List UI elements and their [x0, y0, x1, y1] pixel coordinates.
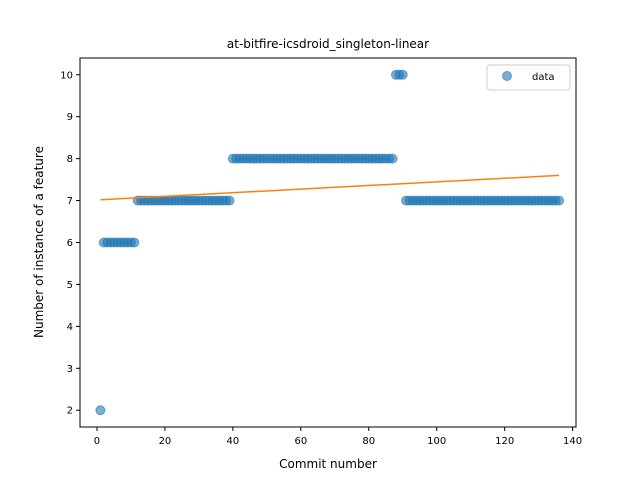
x-axis-label: Commit number: [279, 457, 377, 471]
chart-title: at-bitfire-icsdroid_singleton-linear: [227, 37, 429, 51]
trend-line: [100, 174, 560, 201]
y-tick-label: 3: [67, 364, 73, 375]
y-tick-label: 9: [67, 112, 73, 123]
y-tick-label: 8: [67, 154, 73, 165]
data-point: [129, 237, 140, 248]
y-tick-label: 6: [67, 238, 73, 249]
x-tick-label: 140: [563, 436, 582, 447]
legend-marker: [502, 71, 512, 81]
y-axis: 2 3 4 5 6 7 8 9 10: [60, 70, 80, 417]
x-tick-label: 60: [294, 436, 307, 447]
data-point: [397, 69, 408, 80]
legend-label-data: data: [532, 72, 555, 83]
legend: data: [486, 64, 571, 91]
data-point: [554, 195, 565, 206]
x-tick-label: 0: [94, 436, 100, 447]
data-point: [387, 153, 398, 164]
legend-box: [486, 64, 571, 91]
y-tick-label: 5: [67, 280, 73, 291]
plot-area: [95, 69, 565, 416]
y-tick-label: 2: [67, 406, 73, 417]
data-point: [224, 195, 235, 206]
y-axis-label: Number of instance of a feature: [32, 146, 46, 338]
x-axis: 0 20 40 60 80 100 120 140: [94, 427, 582, 447]
y-tick-label: 10: [60, 70, 73, 81]
x-tick-label: 120: [495, 436, 514, 447]
x-tick-label: 20: [159, 436, 172, 447]
x-tick-label: 100: [427, 436, 446, 447]
y-tick-label: 7: [67, 196, 73, 207]
x-tick-label: 80: [362, 436, 375, 447]
data-point: [95, 405, 106, 416]
x-tick-label: 40: [227, 436, 240, 447]
y-tick-label: 4: [67, 322, 73, 333]
